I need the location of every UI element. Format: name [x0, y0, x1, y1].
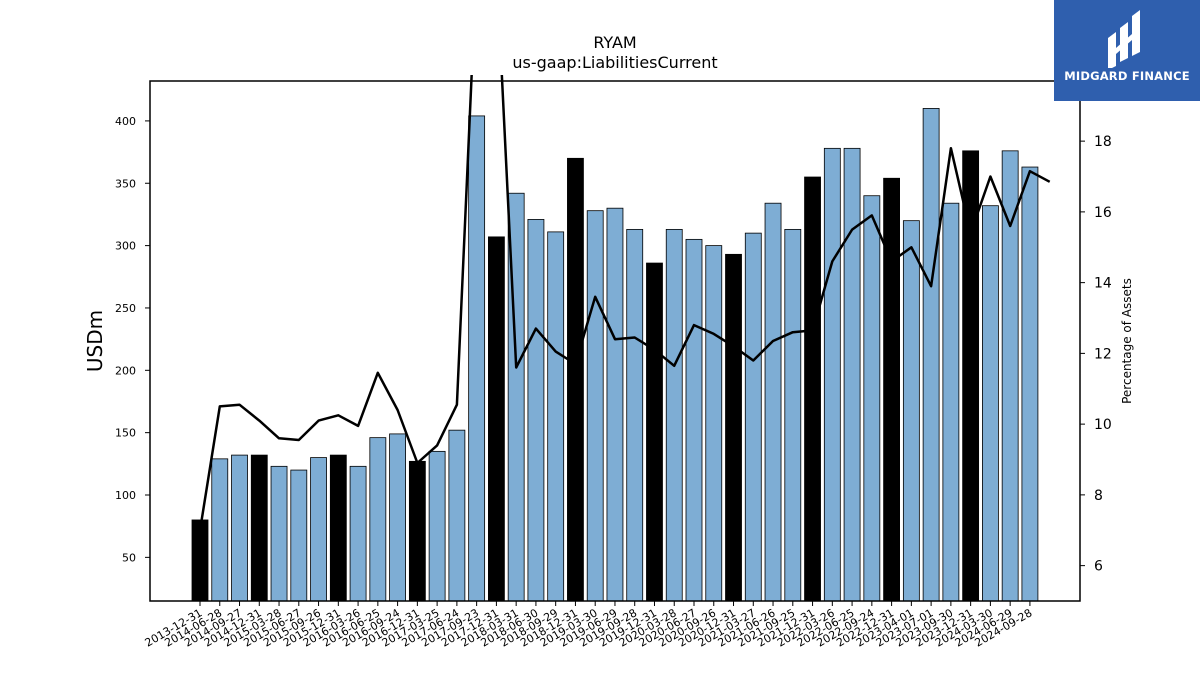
bar-2015-06-27	[290, 469, 308, 602]
bar-2014-06-28	[211, 458, 229, 602]
y-tick-label: 400	[115, 115, 136, 128]
bar-2019-03-30	[586, 210, 604, 602]
brand-logo: MIDGARD FINANCE	[1054, 0, 1200, 101]
bar-2022-12-31	[883, 177, 900, 602]
bar-2014-12-31	[250, 454, 268, 602]
bar-2018-12-31	[567, 157, 584, 602]
bar-2016-06-25	[369, 437, 387, 602]
bar-2019-12-31	[646, 262, 663, 602]
bar-2021-09-25	[784, 228, 802, 602]
midgard-logo-icon	[1108, 10, 1140, 68]
bar-2013-12-31	[191, 519, 209, 602]
y2-tick-label: 8	[1094, 488, 1103, 504]
bar-2018-06-30	[527, 219, 545, 602]
y2-axis-label: Percentage of Assets	[1120, 278, 1134, 404]
y-axis-left: 50 100 150 200 250 300 350 400	[115, 115, 150, 564]
bar-2020-06-27	[685, 238, 703, 602]
bar-2014-09-27	[231, 454, 248, 602]
bar-2019-06-29	[606, 207, 624, 602]
y-tick-label: 250	[115, 302, 136, 315]
bar-2016-12-31	[408, 460, 426, 602]
bar-2016-03-26	[349, 465, 367, 602]
bar-2024-09-28	[1021, 166, 1039, 602]
y-tick-label: 200	[115, 364, 136, 377]
bar-2017-12-31	[487, 236, 505, 602]
bar-2017-03-25	[428, 450, 446, 602]
y2-tick-label: 18	[1094, 134, 1112, 150]
y-tick-label: 50	[122, 551, 136, 564]
y2-tick-label: 14	[1094, 276, 1112, 292]
bar-2015-09-26	[310, 457, 327, 602]
bar-2024-06-29	[1001, 150, 1019, 602]
y-axis-label: USDm	[83, 310, 107, 372]
bar-2020-12-31	[725, 253, 742, 602]
bar-2022-09-24	[863, 195, 881, 602]
y-axis-right: 6 8 10 12 14 16 18	[1080, 134, 1112, 575]
bar-2019-09-28	[626, 228, 644, 602]
bar-2024-03-30	[982, 205, 999, 602]
y2-tick-label: 10	[1094, 417, 1112, 433]
bars-group	[191, 108, 1039, 602]
y2-tick-label: 12	[1094, 346, 1112, 362]
y-tick-label: 350	[115, 177, 136, 190]
y-tick-label: 300	[115, 240, 136, 253]
y2-tick-label: 16	[1094, 205, 1112, 221]
bar-2023-09-30	[942, 202, 960, 602]
bar-2015-12-31	[329, 454, 347, 602]
bar-2015-03-28	[270, 465, 288, 602]
bar-2023-04-01	[902, 220, 920, 602]
bar-2016-09-24	[389, 433, 407, 602]
pct-line-group	[198, 75, 1051, 531]
bar-2017-09-23	[468, 115, 486, 602]
chart-title: RYAM	[593, 33, 636, 52]
y2-tick-label: 6	[1094, 559, 1103, 575]
bar-2022-03-26	[823, 147, 841, 602]
bar-2017-06-24	[448, 429, 466, 602]
bar-2018-09-29	[547, 231, 565, 602]
bar-2021-12-31	[804, 176, 821, 602]
bar-2021-06-26	[764, 202, 782, 602]
bar-2020-03-28	[665, 228, 683, 602]
bar-2023-07-01	[922, 108, 940, 602]
bar-2020-09-26	[705, 245, 723, 602]
x-axis: 2013-12-312014-06-282014-09-272014-12-31…	[143, 601, 1034, 650]
chart-subtitle: us-gaap:LiabilitiesCurrent	[512, 53, 717, 72]
pct-assets-line	[198, 75, 1051, 531]
y-tick-label: 150	[115, 427, 136, 440]
brand-name: MIDGARD FINANCE	[1064, 69, 1190, 83]
bar-2022-06-25	[843, 147, 861, 602]
bar-2021-03-27	[744, 232, 762, 602]
y-tick-label: 100	[115, 489, 136, 502]
